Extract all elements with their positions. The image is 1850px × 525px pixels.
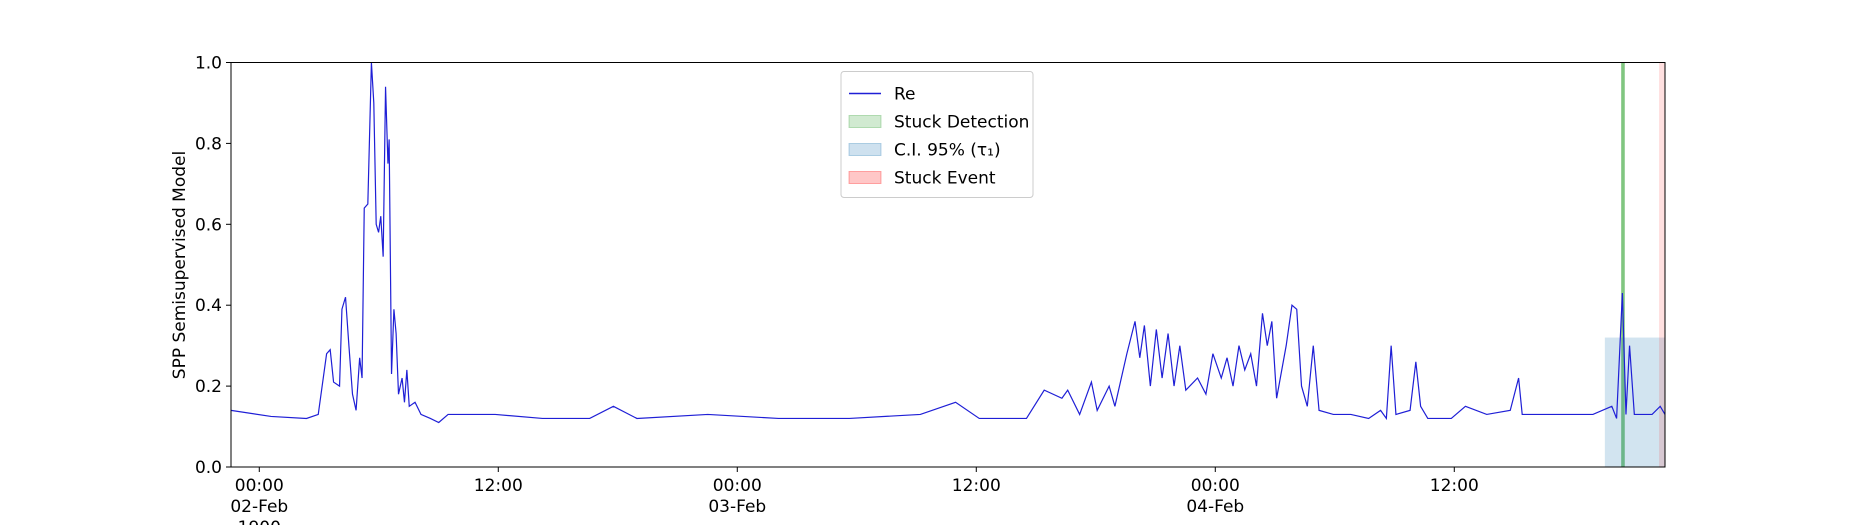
x-tick-label: 00:00 03-Feb <box>708 476 766 517</box>
plot-frame <box>230 62 1666 468</box>
y-axis-label: SPP Semisupervised Model <box>170 151 190 379</box>
legend-label: Stuck Detection <box>894 113 1029 133</box>
legend-swatch <box>848 115 882 128</box>
x-tick-label: 00:00 04-Feb <box>1186 476 1244 517</box>
line <box>230 62 1666 424</box>
legend-swatch <box>848 171 882 184</box>
span <box>1659 62 1665 467</box>
span <box>1604 337 1665 467</box>
x-tick-label: 12:00 <box>952 476 1001 496</box>
legend-label: C.I. 95% (τ₁) <box>894 141 1001 161</box>
span <box>1621 62 1625 467</box>
y-tick-label: 1.0 <box>195 54 222 74</box>
y-tick-label: 0.6 <box>195 215 222 235</box>
x-tick-label: 12:00 <box>474 476 523 496</box>
y-tick-label: 0.2 <box>195 377 222 397</box>
legend-label: Stuck Event <box>894 169 996 189</box>
legend-label: Re <box>894 85 916 105</box>
legend-box <box>840 71 1034 198</box>
legend-swatch <box>848 143 882 156</box>
y-tick-label: 0.0 <box>195 458 222 478</box>
y-tick-label: 0.4 <box>195 296 222 316</box>
x-tick-label: 12:00 <box>1430 476 1479 496</box>
y-tick-label: 0.8 <box>195 134 222 154</box>
legend: Re Stuck Detection C.I. 95% (τ₁) Stuck Even… <box>840 71 1034 198</box>
